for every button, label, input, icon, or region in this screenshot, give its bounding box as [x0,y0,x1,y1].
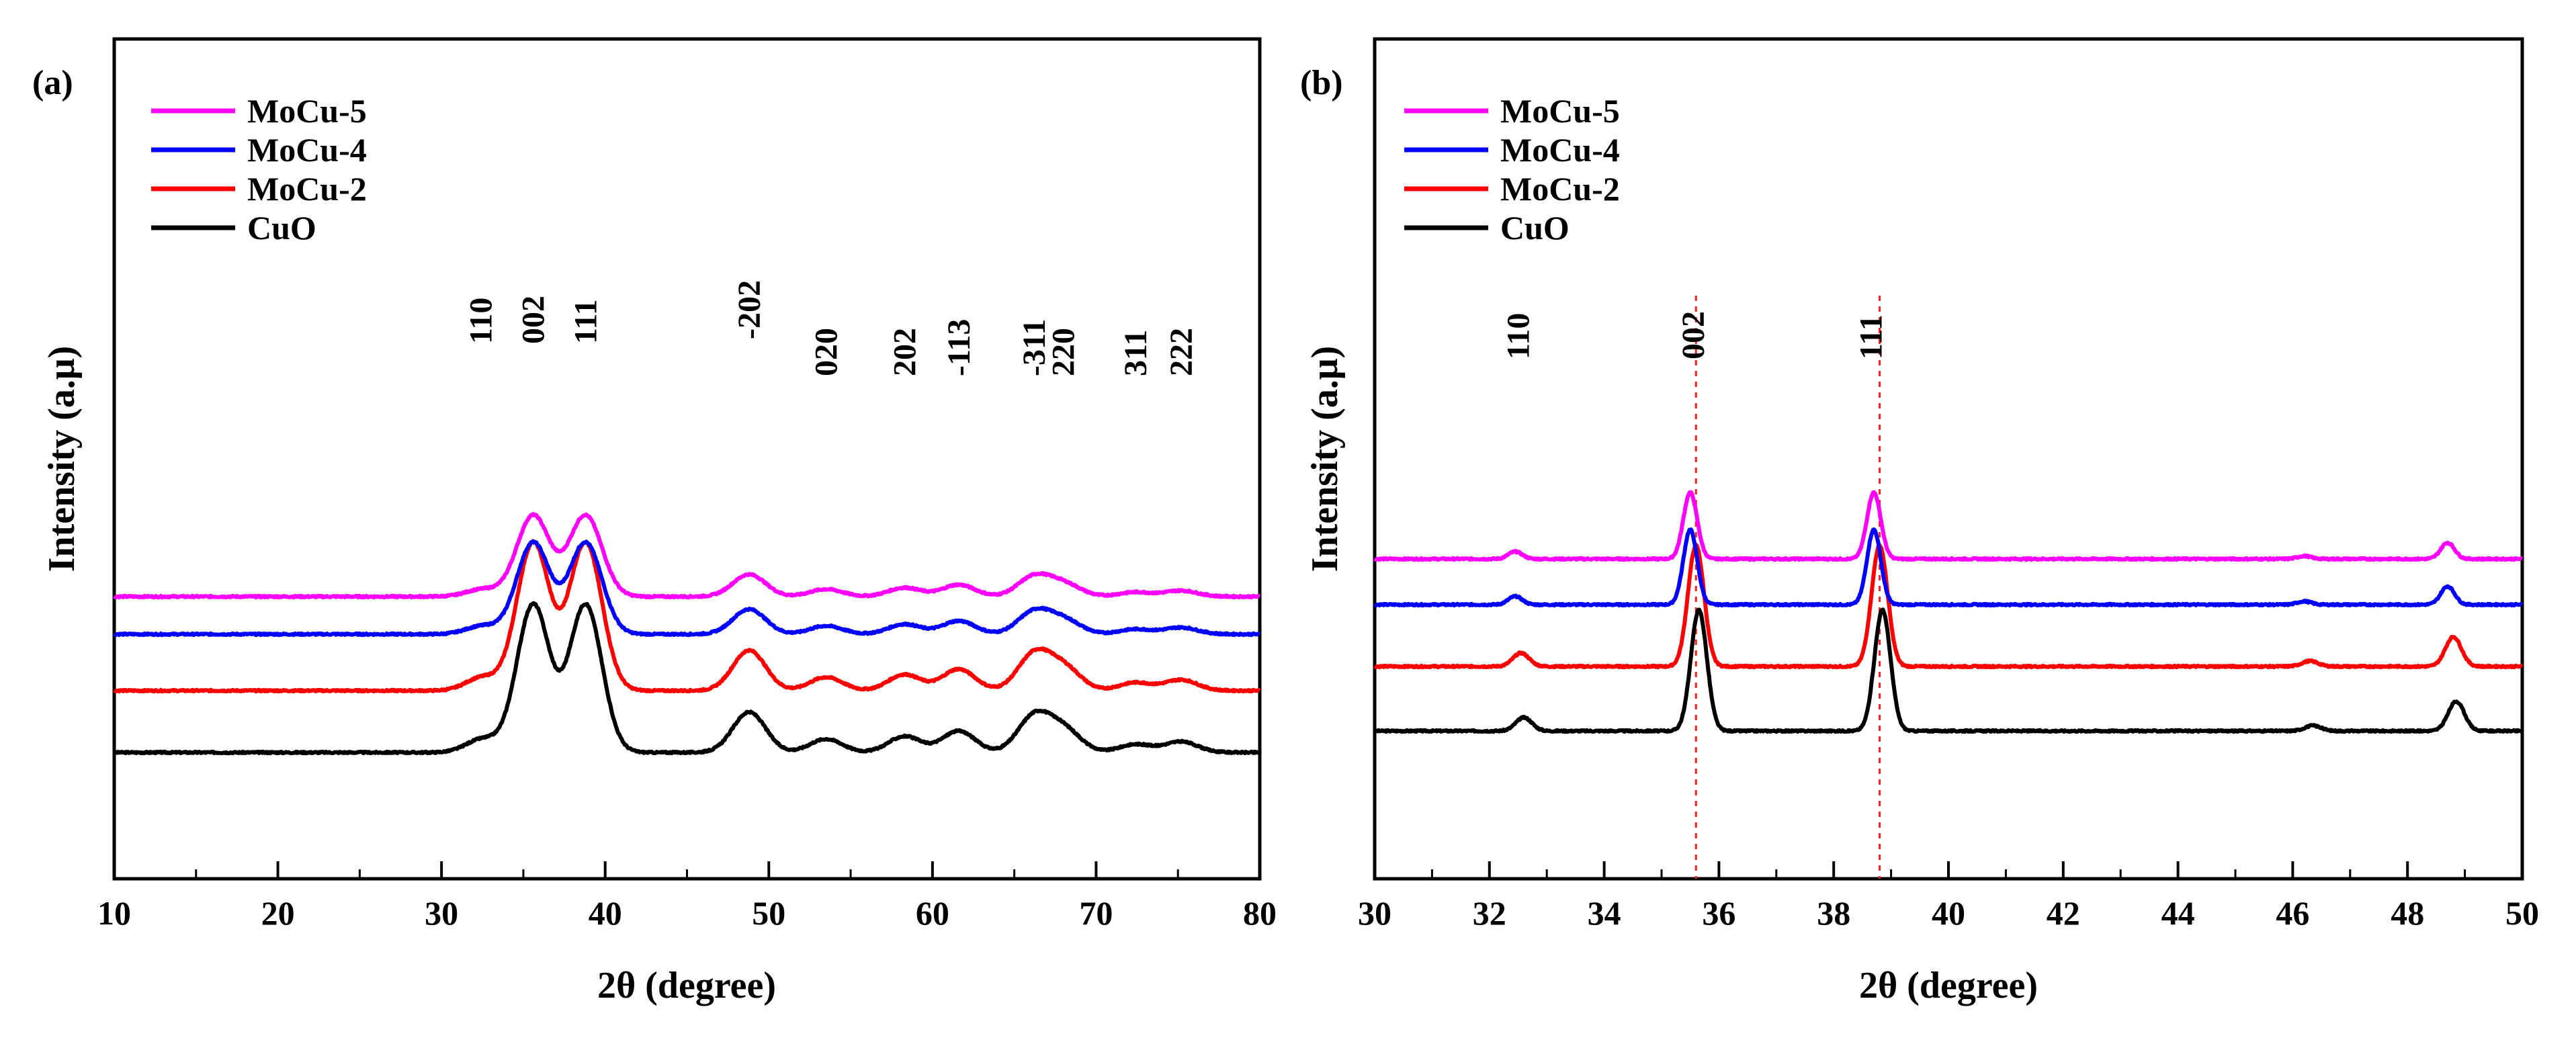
legend-label: MoCu-2 [1500,170,1620,208]
series-line-mocu-2 [1373,543,2524,670]
panel-b-label: (b) [1300,64,1343,102]
x-tick-label: 40 [589,894,622,932]
x-tick-label: 50 [2505,894,2539,932]
legend-label: MoCu-4 [247,131,367,169]
series-line-mocu-2 [113,539,1261,694]
peak-label: 202 [887,328,922,376]
peak-label: 002 [516,296,552,344]
series-line-cuo [112,601,1261,756]
x-tick-label: 10 [97,894,131,932]
series-line-mocu-4 [113,539,1261,638]
peak-label: 311 [1118,330,1154,376]
legend-label: CuO [1500,209,1570,247]
panel-b-ylabel: Intensity (a.μ) [1304,346,1346,572]
x-tick-label: 42 [2047,894,2080,932]
panel-a: (a) 2θ (degree) Intensity (a.μ) 10 20 30 40… [32,37,1277,1006]
x-tick-label: 30 [1358,894,1391,932]
legend-label: MoCu-5 [1500,92,1620,130]
peak-label: 110 [1501,313,1537,359]
x-tick-label: 38 [1817,894,1850,932]
peak-label: 220 [1046,328,1082,376]
series-line-mocu-5 [113,512,1261,600]
legend-label: MoCu-5 [247,92,367,130]
x-tick-label: 70 [1079,894,1113,932]
series-line-cuo [1373,607,2524,734]
panel-a-ylabel: Intensity (a.μ) [41,346,83,572]
x-tick-label: 48 [2391,894,2424,932]
x-tick-label: 40 [1932,894,1965,932]
peak-label: 020 [809,328,845,376]
legend-label: CuO [247,209,316,247]
legend-label: MoCu-4 [1500,131,1620,169]
series-line-mocu-5 [1373,490,2524,562]
peak-label: -202 [732,280,767,339]
x-tick-label: 20 [261,894,295,932]
x-tick-label: 36 [1702,894,1735,932]
peak-label: 222 [1164,328,1199,376]
panel-a-label: (a) [32,64,73,102]
series-line-mocu-4 [1373,527,2524,608]
panel-b: (b) 2θ (degree) Intensity (a.μ) 30 32 34 36… [1300,37,2539,1006]
peak-label: 002 [1676,311,1711,359]
x-tick-label: 44 [2161,894,2195,932]
x-tick-label: 80 [1243,894,1277,932]
x-tick-label: 46 [2276,894,2309,932]
x-tick-label: 50 [752,894,785,932]
peak-label: 111 [568,299,603,344]
legend-label: MoCu-2 [247,170,367,208]
peak-label: -113 [941,319,977,376]
panel-a-xlabel: 2θ (degree) [597,965,776,1006]
peak-label: 111 [1854,314,1889,359]
x-tick-label: 32 [1473,894,1506,932]
x-tick-label: 30 [425,894,458,932]
peak-label: -311 [1017,319,1052,376]
panel-b-xlabel: 2θ (degree) [1859,965,2038,1006]
x-tick-label: 34 [1588,894,1621,932]
peak-label: 110 [464,298,499,344]
x-tick-label: 60 [916,894,949,932]
